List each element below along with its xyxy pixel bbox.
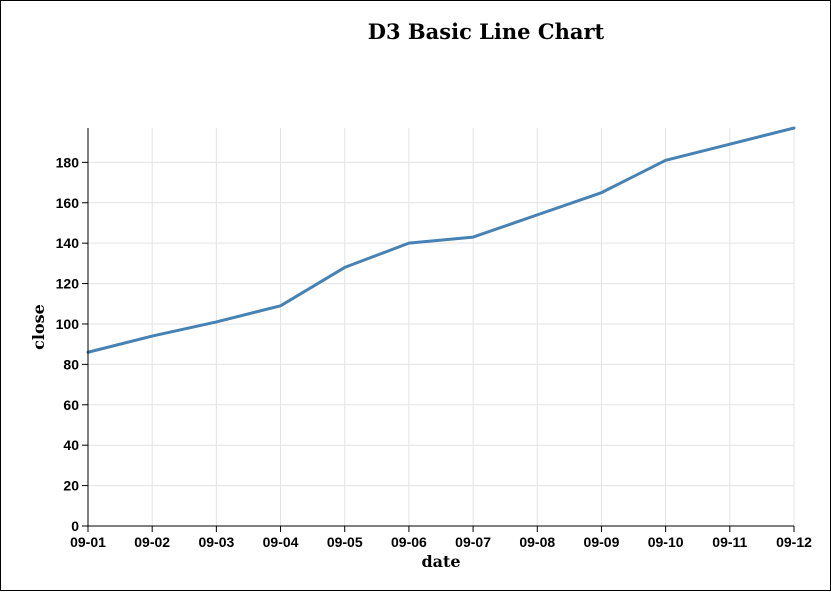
x-tick-label: 09-03 [198,534,234,550]
x-tick-label: 09-10 [648,534,684,550]
y-tick-label: 40 [63,437,79,453]
x-tick-label: 09-01 [70,534,106,550]
y-tick-label: 160 [56,195,80,211]
x-tick-label: 09-02 [134,534,170,550]
y-axis-label: close [29,304,48,350]
x-tick-label: 09-09 [584,534,620,550]
y-tick-label: 20 [63,478,79,494]
x-axis-label: date [421,552,460,571]
series-line [86,126,796,354]
x-tick-label: 09-08 [519,534,555,550]
y-tick-label: 0 [71,518,79,534]
y-tick-label: 140 [56,235,80,251]
x-tick-label: 09-12 [776,534,812,550]
chart-title: D3 Basic Line Chart [368,19,605,44]
x-tick-label: 09-07 [455,534,491,550]
x-tick-label: 09-04 [263,534,299,550]
y-tick-label: 120 [56,276,80,292]
y-tick-label: 100 [56,316,80,332]
y-tick-label: 60 [63,397,79,413]
series-layer [86,126,796,354]
y-tick-label: 80 [63,356,79,372]
axes: 09-01 09-02 09-03 09-04 09-05 09-06 09-07 09-08… [56,128,812,550]
x-tick-label: 09-05 [327,534,363,550]
x-tick-label: 09-11 [712,534,747,550]
y-tick-label: 180 [56,154,80,170]
x-tick-label: 09-06 [391,534,427,550]
